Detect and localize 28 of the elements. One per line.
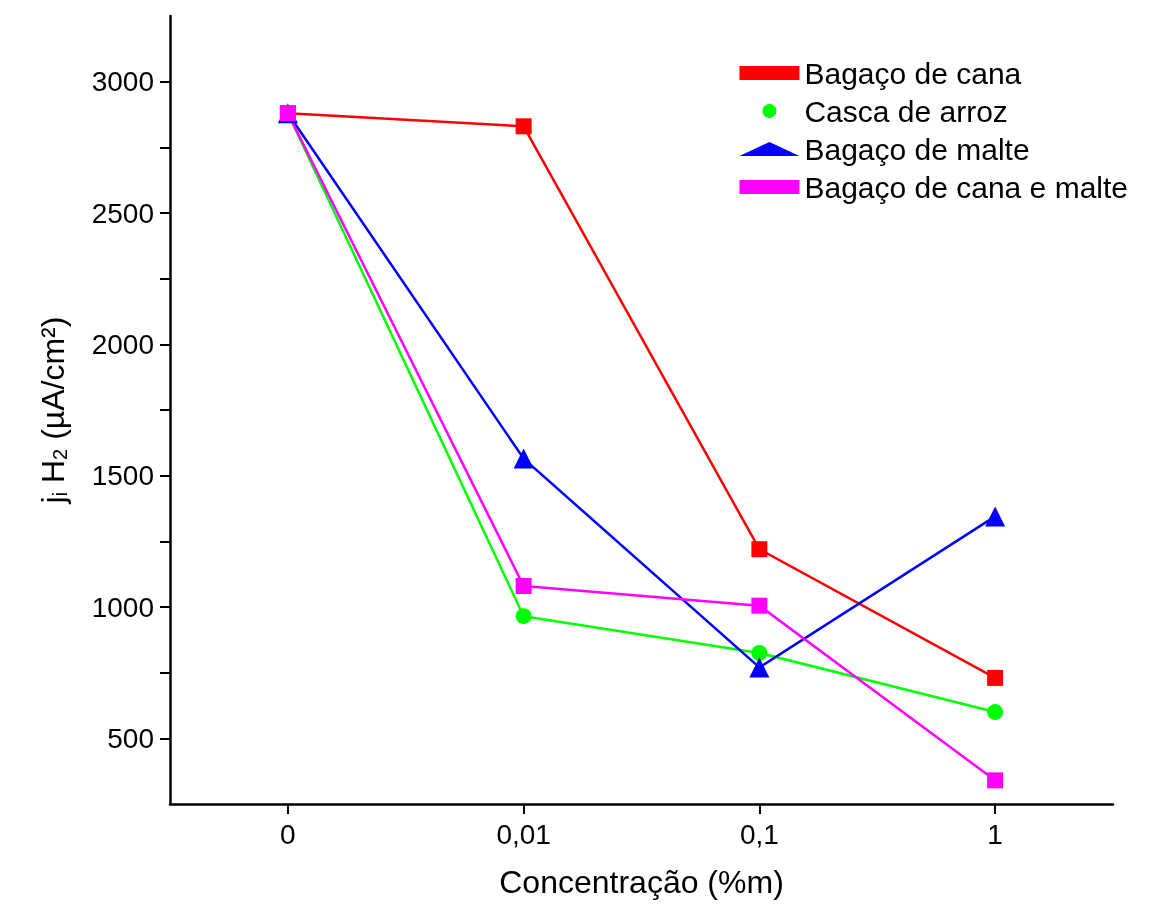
x-tick-label: 0,01 [496,818,551,850]
y-tick-label: 500 [107,722,154,754]
legend-label: Bagaço de malte [804,132,1030,166]
x-tick-label: 0,1 [739,818,779,850]
legend-label: Bagaço de cana [804,56,1022,90]
point [749,657,770,678]
y-axis-title: ji H2 (µA/cm²) [35,316,71,505]
x-axis-title: Concentração (%m) [499,864,784,900]
point [987,772,1004,789]
legend-label: Bagaço de cana e malte [804,170,1129,204]
point [985,506,1006,527]
legend-label: Casca de arroz [804,94,1008,128]
point [515,118,532,135]
x-tick-label: 1 [987,818,1003,850]
y-tick-label: 3000 [91,66,154,98]
y-tick-label: 2500 [91,197,154,229]
y-tick-label: 2000 [91,328,154,360]
x-tick-label: 0 [280,818,296,850]
point [751,541,768,558]
point [515,608,532,625]
point [513,448,534,469]
point [751,597,768,614]
y-tick-label: 1500 [91,460,154,492]
point [751,644,768,661]
y-tick-label: 1000 [91,591,154,623]
point [987,669,1004,686]
point [515,577,532,594]
point [987,704,1004,721]
